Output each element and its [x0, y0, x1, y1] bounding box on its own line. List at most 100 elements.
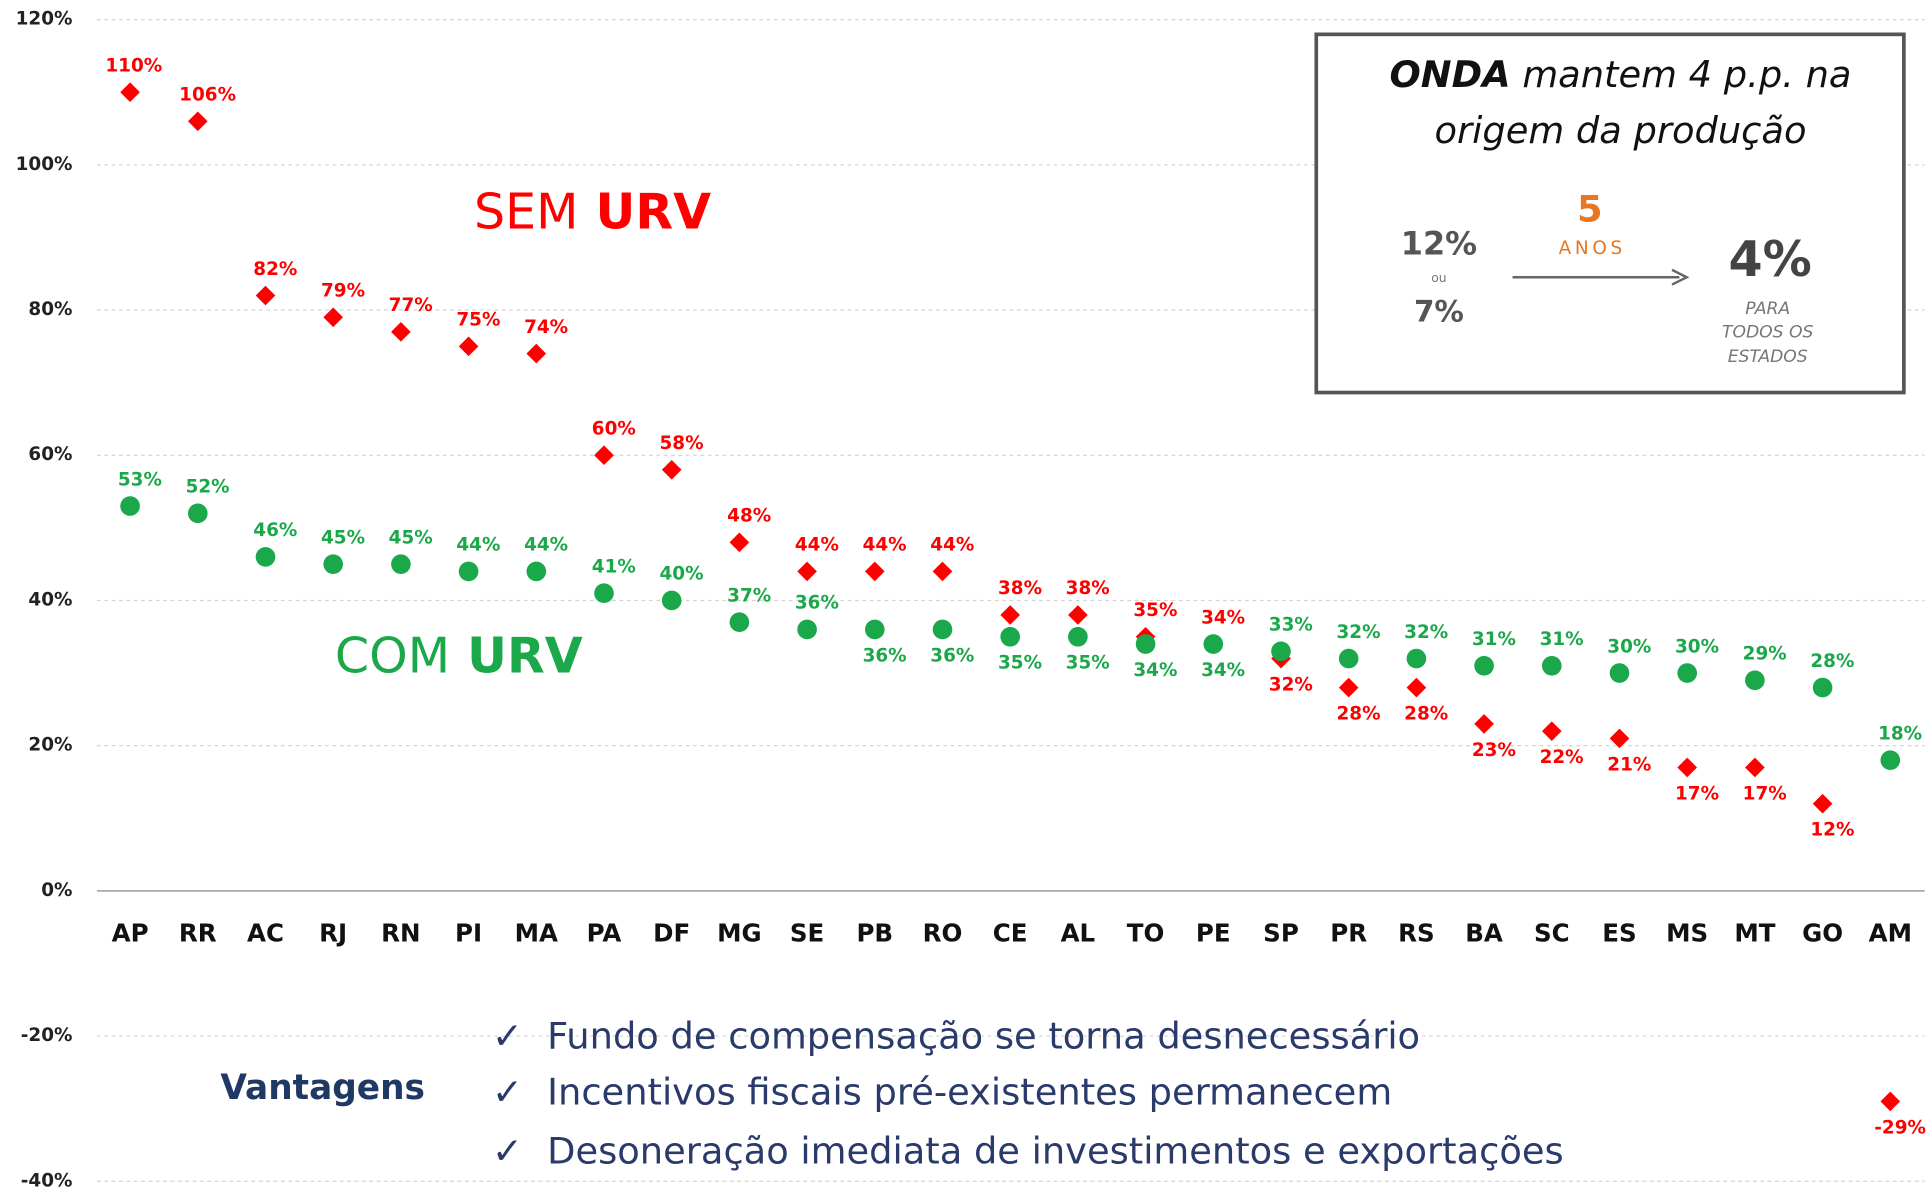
marks: -40% -20% 0% 20% 40% 60% 80% 100% 120% AP RR AC RJ RN… [16, 9, 1926, 1192]
point [864, 619, 885, 640]
point [526, 561, 547, 582]
to: 4% [1729, 230, 1812, 288]
from-high: 12% [1401, 224, 1477, 262]
data-label: 44% [456, 535, 500, 556]
to-note: TODOS OS [1722, 322, 1814, 342]
series-label-part: URV [578, 182, 711, 240]
point [1000, 605, 1021, 625]
point [526, 343, 547, 364]
data-label: 48% [727, 506, 771, 527]
point [1541, 721, 1562, 741]
data-label: 36% [930, 645, 974, 666]
data-label: 75% [456, 310, 500, 331]
y-tick-label: 60% [28, 444, 72, 465]
info-box [1314, 32, 1906, 395]
years: 5 [1577, 187, 1603, 230]
data-label: 34% [1201, 660, 1245, 681]
data-label: 74% [524, 317, 568, 338]
y-tick-label: 100% [16, 154, 73, 175]
data-label: 44% [930, 535, 974, 556]
data-label: 45% [321, 527, 365, 548]
x-tick-label: AP [112, 919, 149, 948]
box-title-line2: origem da produção [1435, 109, 1807, 152]
series-label: SEM URV [474, 182, 711, 240]
x-tick-label: RN [381, 919, 420, 948]
point [1068, 626, 1088, 647]
data-label: 23% [1472, 740, 1516, 761]
box-title: ONDA mantem 4 p.p. na [1390, 53, 1852, 96]
x-tick-label: TO [1127, 919, 1165, 948]
point [729, 612, 750, 633]
box-title-bold: ONDA [1390, 53, 1511, 96]
data-label: 28% [1810, 651, 1854, 672]
data-label: 28% [1404, 704, 1448, 725]
data-label: 60% [592, 418, 636, 439]
data-label: 35% [998, 653, 1042, 674]
point [1609, 728, 1630, 749]
x-tick-label: MG [717, 919, 762, 948]
y-tick-label: 120% [16, 9, 73, 30]
point [1677, 757, 1698, 778]
data-label: 40% [659, 564, 703, 585]
x-tick-label: PR [1330, 919, 1367, 948]
advantage: Desoneração imediata de investimentos e … [547, 1130, 1564, 1173]
point [391, 322, 411, 342]
data-label: 106% [179, 85, 236, 106]
point [1203, 634, 1224, 654]
x-tick-label: RS [1398, 919, 1435, 948]
from-or: ou [1431, 271, 1446, 285]
x-tick-label: RJ [319, 919, 347, 948]
x-tick-label: RR [179, 919, 217, 948]
x-tick-label: AL [1061, 919, 1096, 948]
series-label-part: SEM [474, 182, 578, 240]
series-label-part: COM [335, 626, 450, 684]
data-label: 32% [1404, 622, 1448, 643]
data-label: 41% [592, 556, 636, 577]
point [255, 547, 276, 567]
x-tick-label: SC [1534, 919, 1570, 948]
data-label: 18% [1878, 723, 1922, 744]
point [797, 561, 817, 582]
x-tick-label: MA [515, 919, 558, 948]
point [661, 590, 682, 611]
data-label: 33% [1269, 615, 1313, 636]
data-label: 38% [998, 578, 1042, 599]
point [1271, 641, 1291, 662]
data-label: 34% [1201, 607, 1245, 628]
x-tick-label: BA [1465, 919, 1503, 948]
data-label: 46% [253, 520, 297, 541]
point [1812, 677, 1833, 698]
data-label: 36% [795, 593, 839, 614]
data-label: 22% [1540, 747, 1584, 768]
years-label: ANOS [1559, 238, 1626, 259]
data-label: 52% [186, 477, 230, 498]
data-label: 17% [1675, 783, 1719, 804]
point [932, 619, 953, 640]
point [1068, 605, 1088, 625]
point [458, 561, 479, 582]
point [323, 307, 344, 328]
point [1338, 648, 1359, 669]
y-tick-label: 0% [41, 880, 72, 901]
point [1338, 677, 1359, 698]
data-label: 32% [1269, 675, 1313, 696]
data-label: 58% [659, 433, 703, 454]
point [1745, 757, 1765, 778]
point [661, 459, 682, 480]
point [729, 532, 750, 553]
data-label: 44% [524, 535, 568, 556]
point [1880, 750, 1901, 770]
point [864, 561, 885, 582]
point [797, 619, 817, 640]
data-label: 29% [1743, 644, 1787, 665]
point [1745, 670, 1765, 691]
data-label: 36% [863, 645, 907, 666]
x-tick-label: MS [1666, 919, 1708, 948]
data-label: 31% [1540, 629, 1584, 650]
data-label: 79% [321, 281, 365, 302]
point [1677, 663, 1698, 683]
series-label-part: URV [450, 626, 583, 684]
data-label: 35% [1066, 653, 1110, 674]
advantages-title: Vantagens [220, 1068, 425, 1108]
